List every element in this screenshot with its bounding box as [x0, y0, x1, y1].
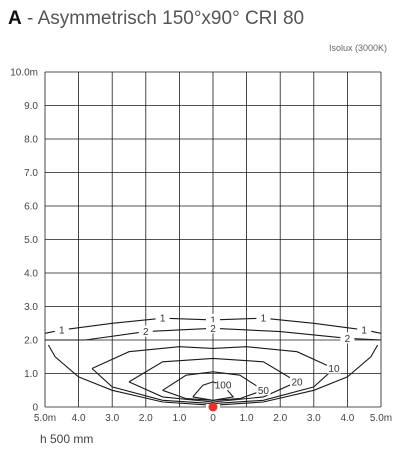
contour-label-bg [290, 375, 304, 387]
contour-label-bg [326, 362, 341, 374]
contour-label: 1 [361, 325, 367, 336]
contour-label-bg [216, 379, 231, 391]
contour-label: 2 [210, 324, 216, 335]
contour-label-bg [206, 322, 220, 334]
y-tick-label: 4.0 [24, 269, 38, 280]
contour-label: 1 [59, 325, 65, 336]
contour-label: 100 [215, 381, 232, 392]
y-tick-label: 9.0 [24, 101, 38, 112]
mounting-height-note: h 500 mm [40, 432, 94, 446]
contour-label: 2 [345, 334, 351, 345]
y-tick-label: 1.0 [24, 369, 38, 380]
x-tick-label: 2.0 [139, 413, 153, 424]
variant-letter: A [8, 8, 22, 29]
x-tick-label: 3.0 [307, 413, 321, 424]
x-tick-label: 0 [210, 413, 216, 424]
x-tick-label: 3.0 [105, 413, 119, 424]
y-tick-label: 10.0m [10, 68, 38, 79]
x-tick-label: 1.0 [172, 413, 186, 424]
x-tick-label: 2.0 [273, 413, 287, 424]
contour-label-bg [206, 313, 220, 325]
contour-label: 1 [261, 314, 267, 325]
chart-title: A - Asymmetrisch 150°x90° CRI 80 [8, 8, 304, 30]
contour-label: 10 [328, 364, 340, 375]
y-tick-label: 8.0 [24, 135, 38, 146]
y-tick-label: 0 [32, 403, 38, 414]
contour-label-bg [54, 323, 69, 335]
contour-label: 1 [210, 315, 216, 326]
x-tick-label: 5.0m [34, 413, 56, 424]
y-tick-label: 7.0 [24, 168, 38, 179]
y-tick-label: 2.0 [24, 336, 38, 347]
contour-label: 20 [291, 377, 303, 388]
contour-label-bg [256, 384, 271, 396]
contour-label-bg [138, 325, 153, 337]
contour-label: 50 [258, 386, 270, 397]
chart-subtitle: Isolux (3000K) [328, 43, 387, 53]
x-tick-label: 4.0 [340, 413, 354, 424]
y-tick-label: 5.0 [24, 235, 38, 246]
y-tick-label: 3.0 [24, 302, 38, 313]
light-source-marker [208, 402, 218, 412]
contour-label-bg [357, 323, 372, 335]
contour-label-bg [340, 332, 355, 344]
x-tick-label: 4.0 [72, 413, 86, 424]
y-tick-label: 6.0 [24, 202, 38, 213]
title-text: - Asymmetrisch 150°x90° CRI 80 [21, 8, 305, 29]
contour-label: 2 [143, 327, 149, 338]
x-tick-label: 5.0m [370, 413, 392, 424]
contour-label: 1 [160, 314, 166, 325]
x-tick-label: 1.0 [240, 413, 254, 424]
contour-label-bg [155, 312, 170, 324]
contour-label-bg [256, 312, 271, 324]
